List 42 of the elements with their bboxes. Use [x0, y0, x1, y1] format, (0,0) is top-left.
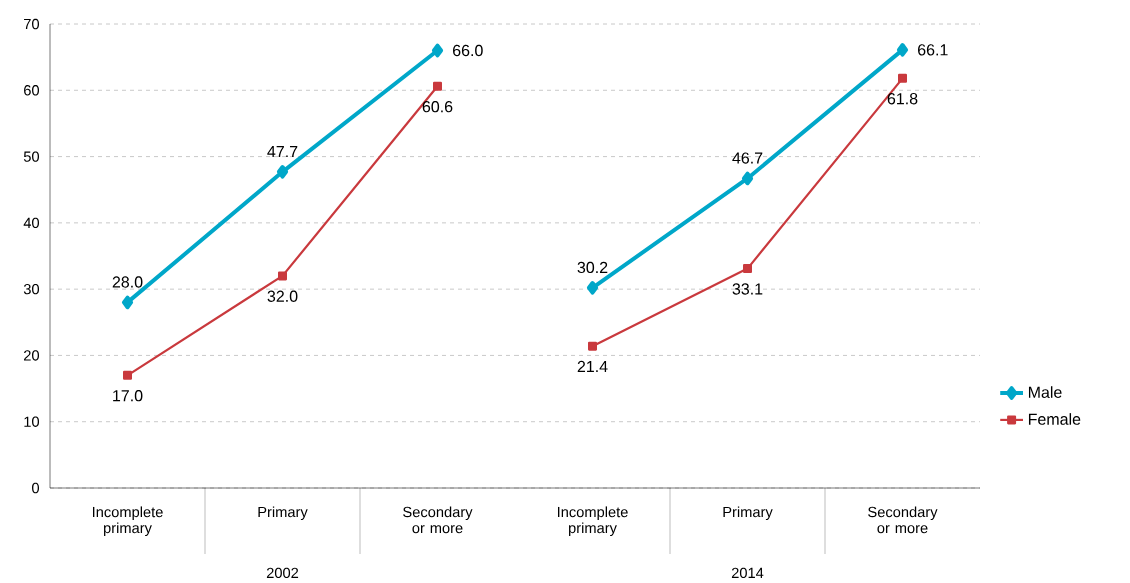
x-tick-label: Incomplete primary [92, 506, 163, 537]
point [123, 370, 133, 380]
point [121, 295, 134, 310]
data-label: 17.0 [113, 390, 143, 402]
y-tick-label: 40 [23, 217, 40, 229]
y-tick-label: 20 [24, 350, 40, 361]
y-tick-label: 50 [23, 151, 40, 162]
data-label: 66.1 [918, 44, 948, 56]
y-tick-label: 10 [24, 416, 40, 427]
data-label: 30.2 [577, 261, 608, 274]
data-label: 32.0 [267, 290, 298, 302]
x-tick-label: Secondary or more [403, 506, 473, 534]
point [276, 165, 289, 179]
y-tick-label: 70 [24, 18, 40, 30]
x-tick-label: Incomplete primary [558, 506, 628, 537]
point [588, 341, 598, 351]
x-tick-label: Secondary or more [868, 506, 938, 534]
point [896, 43, 909, 57]
x-tick-label: Primary [258, 506, 308, 521]
y-tick-label: 60 [24, 85, 40, 96]
point [743, 264, 753, 274]
y-tick-label: 30 [23, 283, 40, 295]
data-label: 66.0 [453, 44, 483, 57]
data-label: 21.4 [577, 360, 608, 373]
y-tick-label: 0 [32, 482, 40, 494]
x-tick-label: Primary [723, 506, 773, 521]
point [741, 171, 754, 186]
data-label: 60.6 [422, 101, 453, 113]
data-label: 33.1 [732, 283, 763, 295]
x-axis-title: 2014 [731, 567, 764, 579]
point [898, 73, 908, 83]
data-label: 28.0 [112, 276, 143, 288]
legend-label: Male [1028, 386, 1062, 398]
point [431, 43, 444, 58]
legend-label: Female [1028, 413, 1081, 425]
data-label: 46.7 [732, 152, 763, 164]
point [433, 81, 443, 91]
data-label: 61.8 [887, 93, 918, 105]
x-axis-title: 2002 [266, 567, 299, 579]
data-label: 47.7 [267, 146, 298, 158]
point [586, 281, 599, 295]
point [278, 271, 288, 281]
